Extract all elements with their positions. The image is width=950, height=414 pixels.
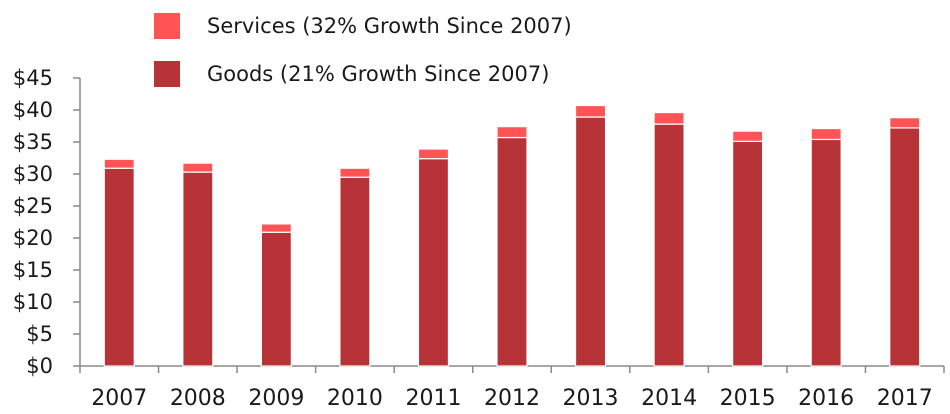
y-tick-label: $45 [13, 66, 53, 90]
bar-services [576, 106, 606, 118]
bar-goods [340, 177, 370, 366]
bar-services [654, 113, 684, 125]
bar-services [811, 129, 841, 140]
bar-goods [104, 168, 134, 366]
bar-services [418, 149, 448, 159]
y-tick-label: $5 [26, 322, 53, 346]
y-tick-label: $10 [13, 290, 53, 314]
y-tick-label: $15 [13, 258, 53, 282]
bar-goods [733, 141, 763, 366]
x-tick-label: 2010 [327, 386, 383, 411]
bar-services [261, 224, 291, 232]
y-tick-label: $35 [13, 130, 53, 154]
x-tick-label: 2012 [484, 386, 540, 411]
bar-services [733, 131, 763, 141]
bar-services [104, 159, 134, 168]
y-tick-label: $20 [13, 226, 53, 250]
x-tick-label: 2015 [720, 386, 776, 411]
bar-goods [183, 172, 213, 366]
y-tick-label: $30 [13, 162, 53, 186]
bar-services [340, 168, 370, 177]
y-tick-label: $0 [26, 354, 53, 378]
bar-goods [576, 117, 606, 366]
x-tick-label: 2007 [91, 386, 147, 411]
bar-goods [811, 139, 841, 366]
bar-goods [418, 159, 448, 366]
bar-goods [890, 128, 920, 366]
x-tick-label: 2008 [170, 386, 226, 411]
x-tick-label: 2014 [641, 386, 697, 411]
x-tick-label: 2016 [798, 386, 854, 411]
bar-services [183, 163, 213, 172]
x-tick-label: 2017 [877, 386, 933, 411]
x-tick-label: 2013 [563, 386, 619, 411]
bar-services [497, 127, 527, 138]
bar-services [890, 118, 920, 128]
bar-goods [497, 138, 527, 366]
bar-goods [654, 124, 684, 366]
y-tick-label: $40 [13, 98, 53, 122]
y-tick-label: $25 [13, 194, 53, 218]
bar-goods [261, 232, 291, 366]
x-tick-label: 2011 [405, 386, 461, 411]
x-tick-label: 2009 [248, 386, 304, 411]
